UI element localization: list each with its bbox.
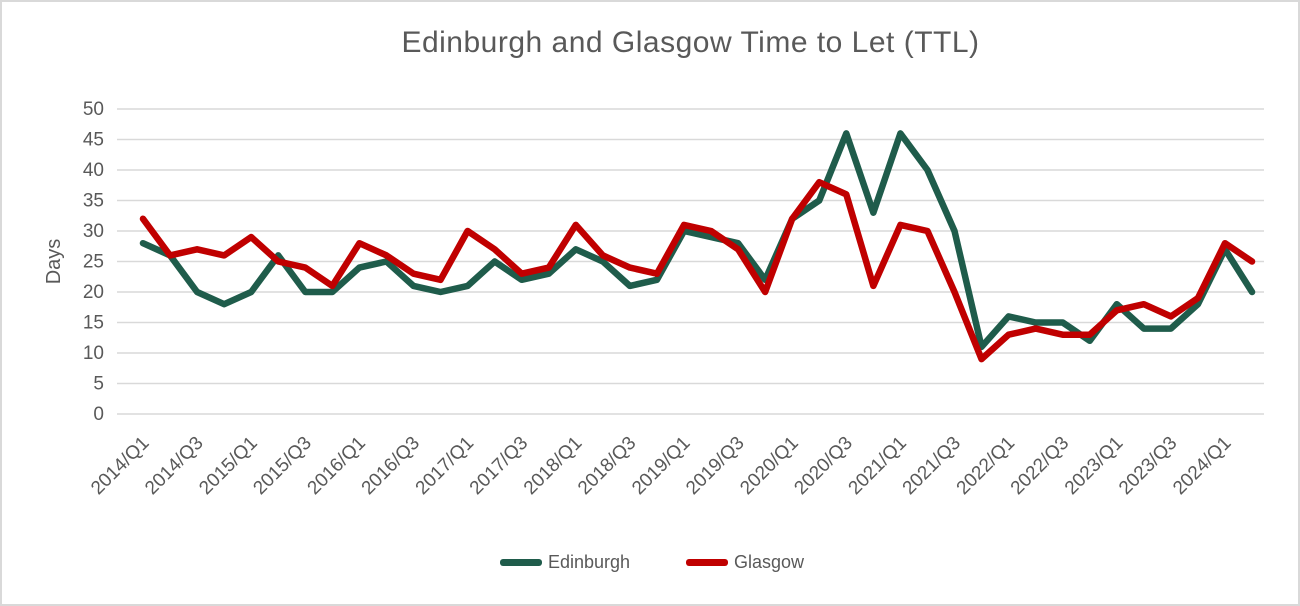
glasgow-line	[139, 178, 1256, 363]
x-tick-label: 2020/Q1	[736, 433, 802, 499]
x-tick-label: 2018/Q1	[520, 433, 586, 499]
x-tick-label: 2016/Q1	[304, 433, 370, 499]
x-tick-label: 2022/Q3	[1007, 433, 1073, 499]
edinburgh-legend-label: Edinburgh	[547, 552, 631, 572]
y-tick-label: 30	[83, 221, 104, 242]
chart-legend: Edinburgh Glasgow	[2, 552, 1298, 573]
glasgow-legend-label: Glasgow	[734, 552, 805, 572]
x-tick-label: 2015/Q3	[249, 433, 315, 499]
y-tick-label: 15	[83, 313, 104, 334]
y-tick-label: 0	[93, 404, 104, 425]
edinburgh-line-swatch	[499, 559, 542, 566]
x-tick-label: 2016/Q3	[358, 433, 424, 499]
x-tick-label: 2014/Q3	[141, 433, 207, 499]
y-tick-label: 35	[83, 191, 104, 212]
y-axis-label: Days	[43, 239, 65, 285]
legend-item-glasgow: Glasgow	[686, 552, 804, 573]
x-tick-label: 2019/Q1	[628, 433, 694, 499]
y-tick-label: 5	[93, 374, 104, 395]
x-tick-label: 2015/Q1	[195, 433, 261, 499]
chart-title: Edinburgh and Glasgow Time to Let (TTL)	[401, 26, 980, 59]
x-tick-label: 2014/Q1	[87, 433, 153, 499]
y-tick-label: 40	[83, 160, 104, 181]
x-tick-label: 2021/Q3	[899, 433, 965, 499]
y-tick-label: 10	[83, 343, 104, 364]
x-tick-label: 2024/Q1	[1169, 433, 1235, 499]
x-tick-label: 2017/Q3	[466, 433, 532, 499]
legend-item-edinburgh: Edinburgh	[499, 552, 631, 573]
x-tick-label: 2023/Q3	[1115, 433, 1181, 499]
y-tick-label: 45	[83, 130, 104, 151]
y-tick-label: 20	[83, 282, 104, 303]
y-tick-label: 50	[83, 99, 104, 120]
x-tick-label: 2019/Q3	[682, 433, 748, 499]
x-tick-label: 2018/Q3	[574, 433, 640, 499]
x-tick-label: 2022/Q1	[953, 433, 1019, 499]
glasgow-line-swatch	[686, 559, 729, 566]
edinburgh-line	[139, 130, 1256, 351]
x-tick-label: 2021/Q1	[845, 433, 911, 499]
x-tick-label: 2017/Q1	[412, 433, 478, 499]
x-tick-label: 2023/Q1	[1061, 433, 1127, 499]
y-tick-label: 25	[83, 252, 104, 273]
x-tick-label: 2020/Q3	[790, 433, 856, 499]
